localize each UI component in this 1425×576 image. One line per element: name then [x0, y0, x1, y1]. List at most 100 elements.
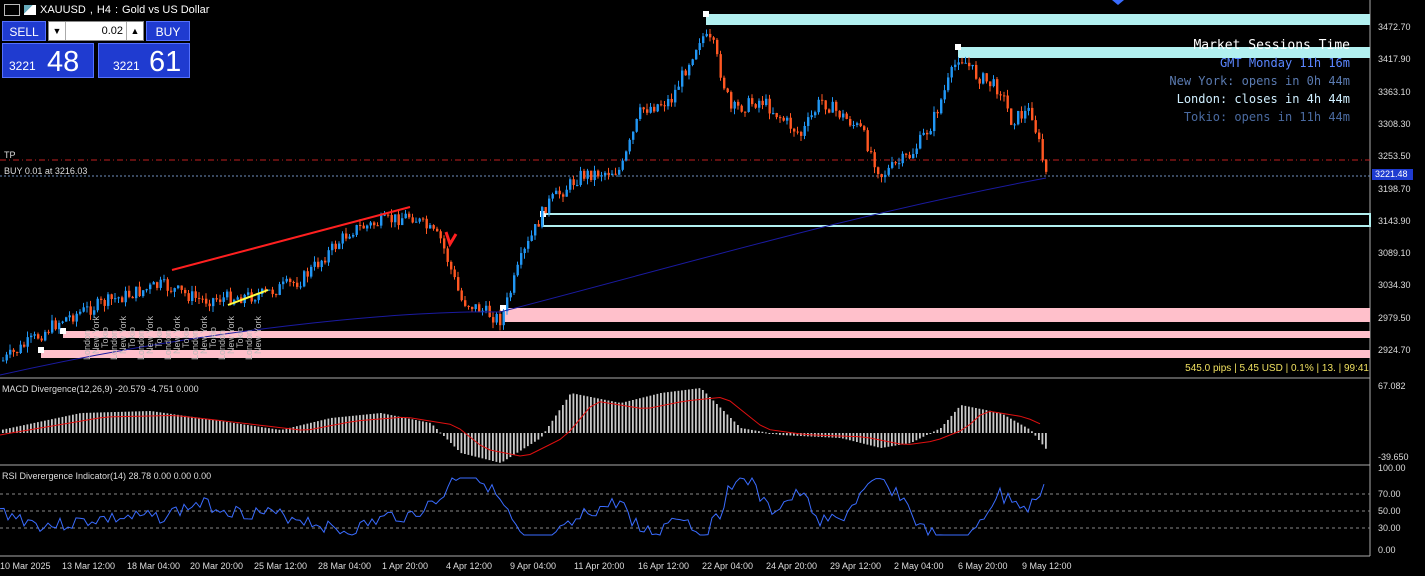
macd-bar	[317, 421, 319, 433]
candle-body	[1034, 120, 1037, 133]
macd-bar	[852, 433, 855, 442]
candle-body	[313, 261, 316, 267]
macd-bar	[576, 394, 578, 433]
lot-value[interactable]: 0.02	[101, 25, 123, 37]
candle-body	[187, 293, 190, 301]
macd-bar	[271, 428, 274, 433]
macd-bar	[866, 433, 869, 445]
macd-bar	[443, 433, 445, 436]
candle-body	[180, 285, 183, 290]
macd-bar	[593, 397, 596, 433]
macd-bar	[971, 407, 974, 433]
macd-bar	[569, 394, 571, 433]
candle-body	[236, 297, 239, 300]
candle-body	[607, 172, 610, 176]
candle-body	[695, 50, 698, 60]
macd-bar	[250, 425, 253, 433]
macd-bar	[499, 433, 501, 463]
macd-bar	[870, 433, 872, 446]
candle-body	[807, 117, 810, 126]
rsi-tick: 70.00	[1378, 489, 1401, 499]
tp-label[interactable]: TP	[4, 150, 16, 160]
session-tag: Tokio	[154, 327, 164, 348]
session-tag: London	[109, 330, 119, 360]
macd-bar	[856, 433, 858, 442]
macd-bar	[114, 412, 116, 433]
candle-body	[698, 43, 701, 51]
session-tag: New York	[226, 315, 236, 354]
macd-bar	[264, 427, 267, 433]
marker-icon	[1112, 0, 1124, 5]
macd-bar	[779, 433, 781, 435]
price-tick: 3417.90	[1378, 54, 1411, 65]
candle-body	[660, 104, 663, 106]
candle-body	[103, 300, 106, 306]
macd-bar	[5, 428, 8, 433]
symbol-description: Gold vs US Dollar	[122, 4, 210, 16]
macd-bar	[800, 433, 802, 436]
candle-body	[5, 354, 8, 361]
lot-decrease-icon[interactable]: ▼	[49, 22, 66, 40]
candle-body	[737, 101, 740, 106]
candle-body	[9, 349, 12, 355]
time-tick: 13 Mar 12:00	[62, 561, 116, 571]
candle-body	[527, 240, 530, 249]
macd-bar	[926, 433, 928, 435]
candle-body	[222, 297, 225, 302]
macd-bar	[621, 402, 624, 433]
macd-bar	[908, 433, 911, 444]
candle-body	[859, 123, 862, 127]
candle-body	[376, 225, 379, 227]
macd-bar	[555, 415, 557, 433]
candle-body	[702, 36, 705, 44]
macd-bar	[467, 433, 470, 455]
chart-window-icon[interactable]	[4, 4, 20, 16]
macd-bar	[502, 433, 505, 462]
candle-body	[635, 118, 638, 132]
session-tag: New York	[118, 315, 128, 354]
candle-body	[317, 261, 320, 268]
macd-bar	[215, 420, 218, 433]
candle-body	[1013, 124, 1016, 126]
macd-bar	[646, 396, 648, 433]
sell-button[interactable]: SELL	[2, 21, 46, 41]
macd-bar	[334, 417, 337, 433]
buy-button[interactable]: BUY	[146, 21, 190, 41]
candle-body	[338, 243, 341, 249]
candle-body	[719, 54, 722, 78]
candle-body	[268, 289, 271, 291]
macd-bar	[177, 414, 179, 433]
price-tick: 3089.10	[1378, 248, 1411, 259]
candle-body	[502, 311, 505, 326]
candle-body	[96, 298, 99, 311]
macd-bar	[268, 428, 270, 433]
macd-bar	[422, 421, 424, 433]
candle-body	[474, 304, 477, 310]
candle-body	[628, 139, 631, 152]
buy-price-box[interactable]: 3221 61	[98, 43, 190, 78]
macd-bar	[534, 433, 536, 442]
position-label[interactable]: BUY 0.01 at 3216.03	[4, 166, 88, 176]
macd-bar	[765, 432, 767, 434]
macd-bar	[985, 410, 988, 433]
candle-body	[142, 290, 145, 297]
sessions-title: Market Sessions Time	[1193, 38, 1350, 53]
rsi-tick: 50.00	[1378, 506, 1401, 516]
macd-bar	[306, 423, 309, 433]
candle-body	[44, 331, 47, 341]
session-tag: London	[190, 330, 200, 360]
candle-body	[891, 162, 894, 168]
sell-price-box[interactable]: 3221 48	[2, 43, 94, 78]
macd-bar	[884, 433, 886, 448]
lot-increase-icon[interactable]: ▲	[126, 22, 143, 40]
buy-price-big: 61	[149, 46, 182, 78]
time-tick: 20 Mar 20:00	[190, 561, 244, 571]
macd-bar	[208, 419, 211, 433]
rsi-label: RSI Diverergence Indicator(14) 28.78 0.0…	[2, 471, 212, 481]
candle-body	[12, 349, 15, 353]
candle-body	[838, 110, 841, 118]
lot-size-input[interactable]: ▼ 0.02 ▲	[48, 21, 144, 41]
session-gmt: GMT Monday 11h 16m	[1219, 56, 1350, 70]
macd-bar	[754, 430, 757, 433]
